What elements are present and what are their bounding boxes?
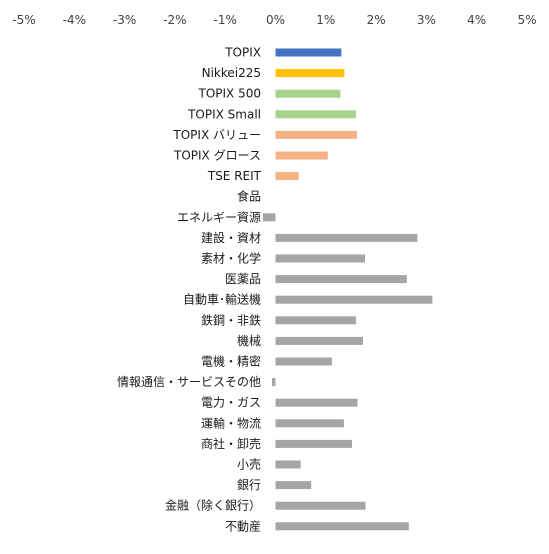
category-label: 素材・化学 <box>201 251 261 266</box>
bar <box>275 481 312 490</box>
bar <box>275 110 356 119</box>
bar <box>275 522 409 531</box>
x-tick-label: 0% <box>266 13 285 27</box>
x-tick-label: -3% <box>113 13 136 27</box>
bar <box>275 460 301 469</box>
bar <box>275 275 407 284</box>
category-label: 商社・卸売 <box>201 436 261 451</box>
category-label: 鉄鋼・非鉄 <box>201 312 261 327</box>
bar <box>275 48 342 57</box>
category-label: 金融（除く銀行） <box>165 498 261 513</box>
bar <box>275 69 345 78</box>
bar <box>275 501 366 510</box>
bar <box>275 130 357 139</box>
category-label: エネルギー資源 <box>177 210 261 224</box>
bar <box>275 336 364 345</box>
category-labels: TOPIX Nikkei225 TOPIX 500 TOPIX Small TOPIX … <box>117 46 262 534</box>
bar <box>275 254 366 263</box>
category-label: 小売 <box>237 457 261 472</box>
category-label: TOPIX <box>224 46 261 60</box>
category-label: Nikkei225 <box>202 66 261 80</box>
category-label: 銀行 <box>237 478 261 492</box>
bar <box>275 398 358 407</box>
x-tick-label: -4% <box>63 13 86 27</box>
x-tick-label: 2% <box>367 13 386 27</box>
category-label: 電力・ガス <box>201 396 261 410</box>
category-label: 食品 <box>237 189 261 204</box>
category-label: TOPIX 500 <box>198 87 262 101</box>
bar <box>275 172 299 181</box>
x-tick-label: 5% <box>517 13 536 27</box>
category-label: TOPIX グロース <box>173 149 261 163</box>
x-axis-ticks: -5% -4% -3% -2% -1% 0% 1% 2% 3% 4% 5% <box>12 13 536 27</box>
bar <box>275 357 332 366</box>
bar <box>275 89 341 98</box>
x-tick-label: -5% <box>12 13 35 27</box>
bar <box>275 439 352 448</box>
bar <box>262 213 276 222</box>
category-label: 機械 <box>237 333 261 348</box>
x-tick-label: 3% <box>417 13 436 27</box>
bar <box>275 316 356 325</box>
category-label: 不動産 <box>225 518 261 533</box>
bar <box>275 151 328 160</box>
category-label: 電機・精密 <box>201 354 261 369</box>
x-tick-label: -2% <box>163 13 186 27</box>
category-label: 建設・資材 <box>201 230 261 245</box>
bars <box>262 48 433 531</box>
category-label: 情報通信・サービスその他 <box>117 375 261 389</box>
category-label: 運輸・物流 <box>201 415 261 430</box>
x-tick-label: -1% <box>214 13 237 27</box>
bar <box>275 233 418 242</box>
category-label: 医薬品 <box>225 272 261 286</box>
bar <box>271 378 276 387</box>
bar <box>275 295 433 304</box>
category-label: TSE REIT <box>207 169 262 183</box>
bar <box>275 419 344 428</box>
category-label: 自動車･輸送機 <box>183 292 261 307</box>
x-tick-label: 1% <box>316 13 335 27</box>
category-label: TOPIX Small <box>187 107 261 121</box>
category-label: TOPIX バリュー <box>172 128 261 142</box>
x-tick-label: 4% <box>467 13 486 27</box>
